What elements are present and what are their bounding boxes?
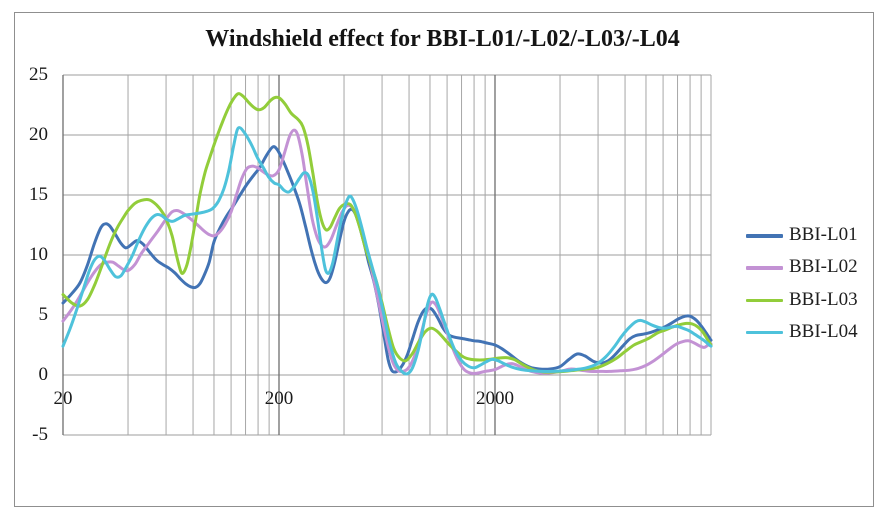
legend-label: BBI-L04 [789, 320, 858, 342]
series-line-bbi-l04 [61, 126, 713, 376]
x-tick-label: 2000 [476, 388, 514, 409]
legend-item-bbi-l03: BBI-L03 [746, 289, 876, 313]
y-tick-label: -5 [32, 424, 48, 445]
y-tick-label: 10 [29, 244, 48, 265]
legend-swatch [746, 298, 783, 303]
legend-swatch [746, 234, 783, 238]
legend-label: BBI-L03 [789, 288, 858, 310]
legend-item-bbi-l02: BBI-L02 [746, 256, 876, 280]
legend-swatch [746, 330, 783, 335]
figure-border [14, 12, 874, 507]
y-tick-label: 20 [29, 124, 48, 145]
y-tick-label: 5 [38, 304, 49, 325]
y-tick-label: 15 [29, 184, 48, 205]
chart-title: Windshield effect for BBI-L01/-L02/-L03/… [205, 26, 680, 52]
legend-item-bbi-l04: BBI-L04 [746, 321, 876, 345]
legend-swatch [746, 266, 783, 270]
legend-item-bbi-l01: BBI-L01 [746, 224, 876, 248]
legend-label: BBI-L01 [789, 224, 858, 245]
x-tick-label: 20 [53, 388, 73, 409]
y-tick-label: 25 [29, 64, 48, 85]
y-tick-label: 0 [38, 364, 49, 385]
x-tick-label: 200 [264, 388, 294, 409]
legend-label: BBI-L02 [789, 256, 858, 278]
